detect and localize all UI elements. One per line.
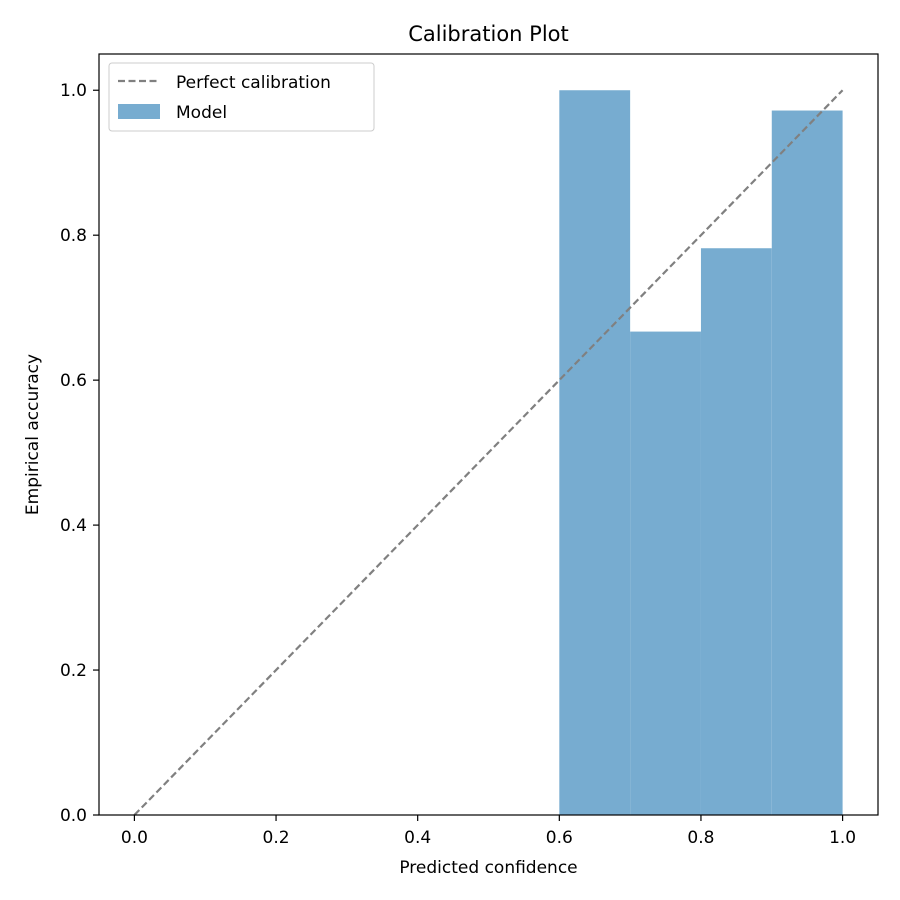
legend-label-model: Model [176,103,227,123]
calibration-bar-3 [700,248,772,815]
perfect-calibration-line [133,89,844,816]
x-tick-label: 0.0 [121,828,148,848]
calibration-bar-2 [630,331,701,815]
plot-content [133,89,844,816]
chart-title: Calibration Plot [408,22,569,46]
x-tick-label: 1.0 [829,828,856,848]
calibration-bar-1 [559,90,631,815]
legend-swatch-model [118,104,160,119]
x-axis-title: Predicted confidence [399,858,577,878]
x-tick-label: 0.4 [404,828,431,848]
x-tick-label: 0.8 [687,828,714,848]
y-tick-label: 0.0 [60,806,87,826]
x-tick-label: 0.6 [546,828,573,848]
y-tick-label: 0.6 [60,371,87,391]
legend: Perfect calibration Model [108,62,375,132]
y-tick-label: 1.0 [60,81,87,101]
y-tick-label: 0.2 [60,661,87,681]
x-tick-label: 0.2 [263,828,290,848]
legend-label-perfect-calibration: Perfect calibration [176,73,331,93]
y-tick-label: 0.4 [60,516,87,536]
legend-box [108,62,375,132]
y-tick-label: 0.8 [60,226,87,246]
y-axis-title: Empirical accuracy [23,354,43,515]
axis-ticks: 0.0 0.2 0.4 0.6 0.8 1.0 0.0 0.2 0.4 0.6 0.8 1.0 [60,81,856,848]
plot-frame [98,53,879,816]
calibration-bar-4 [771,110,843,815]
